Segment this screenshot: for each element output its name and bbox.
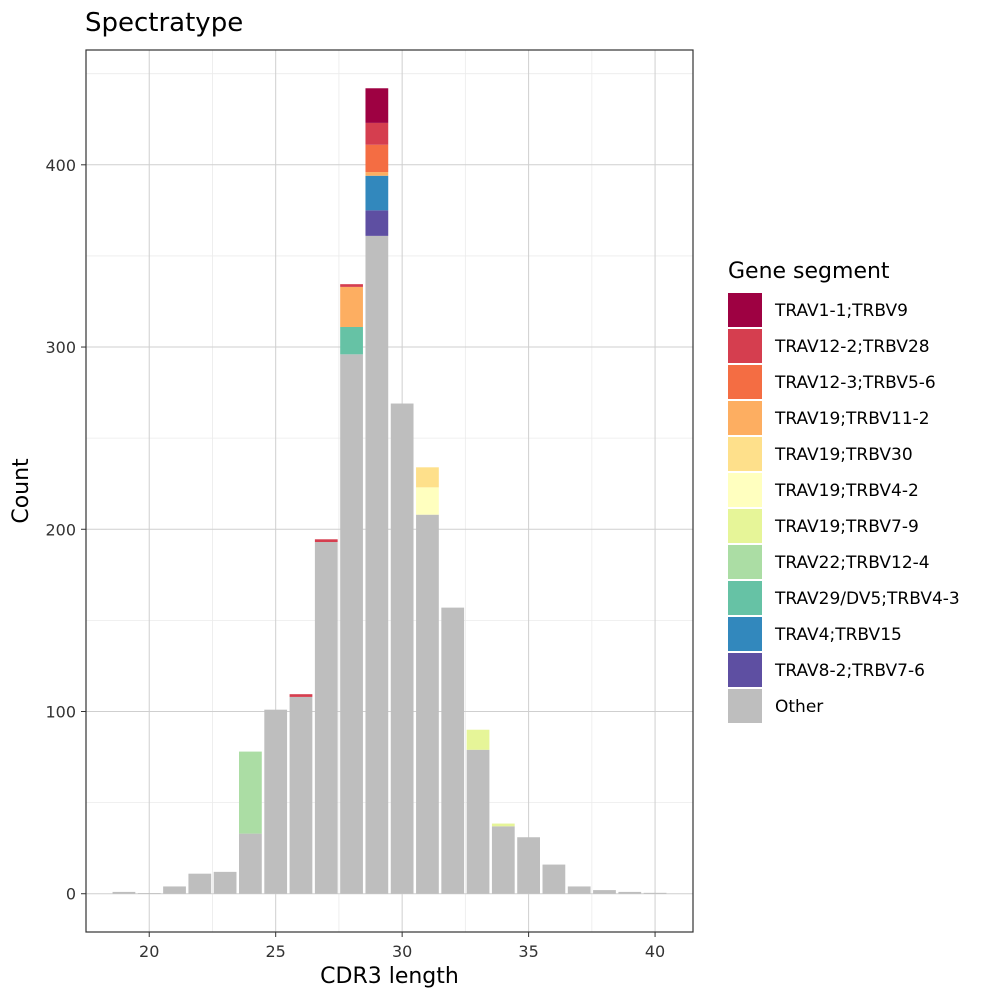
legend-key-trav8-2-trbv7-6 bbox=[728, 653, 762, 687]
x-tick-label: 40 bbox=[645, 942, 665, 961]
legend-key-other bbox=[728, 689, 762, 723]
legend-label-trav8-2-trbv7-6: TRAV8-2;TRBV7-6 bbox=[774, 661, 925, 681]
legend-key-trav19-trbv11-2 bbox=[728, 401, 762, 435]
bar-segment-29-other bbox=[365, 235, 389, 894]
bar-segment-20-other bbox=[137, 893, 161, 894]
legend-label-trav12-3-trbv5-6: TRAV12-3;TRBV5-6 bbox=[774, 373, 936, 393]
x-tick-label: 20 bbox=[139, 942, 159, 961]
legend-label-trav4-trbv15: TRAV4;TRBV15 bbox=[774, 625, 902, 645]
bar-segment-28-trav29-dv5-trbv4-3 bbox=[340, 326, 363, 355]
bar-segment-28-trav12-2-trbv28 bbox=[340, 284, 363, 287]
y-tick-label: 100 bbox=[45, 703, 76, 722]
bar-segment-33-other bbox=[466, 749, 490, 894]
bar-segment-40-other bbox=[643, 892, 667, 894]
legend-label-trav19-trbv7-9: TRAV19;TRBV7-9 bbox=[774, 517, 919, 537]
bar-segment-29-trav8-2-trbv7-6 bbox=[365, 210, 389, 236]
legend-label-trav19-trbv4-2: TRAV19;TRBV4-2 bbox=[774, 481, 919, 501]
bar-segment-31-trav19-trbv4-2 bbox=[416, 487, 439, 515]
y-axis-title: Count bbox=[9, 458, 34, 524]
plot-border bbox=[85, 49, 694, 933]
legend: Gene segment TRAV1-1;TRBV9 TRAV12-2;TRBV2… bbox=[728, 259, 960, 723]
legend-key-trav12-3-trbv5-6 bbox=[728, 365, 762, 399]
legend-title: Gene segment bbox=[728, 259, 890, 284]
bar-segment-26-trav12-2-trbv28 bbox=[289, 694, 313, 697]
x-tick-label: 35 bbox=[518, 942, 538, 961]
legend-label-trav19-trbv11-2: TRAV19;TRBV11-2 bbox=[774, 409, 930, 429]
bar-segment-37-other bbox=[567, 886, 591, 894]
bar-segment-24-other bbox=[239, 833, 262, 894]
plot-panel bbox=[86, 50, 693, 932]
y-tick-label: 0 bbox=[66, 885, 76, 904]
x-axis-title: CDR3 length bbox=[320, 964, 459, 989]
bar-segment-23-other bbox=[213, 871, 237, 894]
bar-segment-28-trav19-trbv11-2 bbox=[340, 286, 363, 327]
y-tick-label: 200 bbox=[45, 520, 76, 539]
bar-segment-30-other bbox=[390, 403, 414, 894]
bar-segment-33-trav19-trbv7-9 bbox=[466, 729, 490, 750]
bar-segment-34-other bbox=[491, 826, 515, 894]
y-tick-label: 400 bbox=[45, 156, 76, 175]
x-tick-label: 25 bbox=[266, 942, 286, 961]
bar-segment-29-trav12-3-trbv5-6 bbox=[365, 144, 389, 173]
bar-segment-29-trav12-2-trbv28 bbox=[365, 122, 389, 145]
bar-segment-27-other bbox=[314, 542, 338, 894]
legend-key-trav12-2-trbv28 bbox=[728, 329, 762, 363]
bar-segment-29-trav4-trbv15 bbox=[365, 175, 389, 211]
legend-label-trav12-2-trbv28: TRAV12-2;TRBV28 bbox=[774, 337, 930, 357]
bar-segment-31-other bbox=[416, 514, 439, 894]
legend-key-trav22-trbv12-4 bbox=[728, 545, 762, 579]
y-tick-label: 300 bbox=[45, 338, 76, 357]
bar-segment-36-other bbox=[542, 864, 566, 894]
legend-label-trav22-trbv12-4: TRAV22;TRBV12-4 bbox=[774, 553, 930, 573]
legend-key-trav4-trbv15 bbox=[728, 617, 762, 651]
bar-segment-26-other bbox=[289, 696, 313, 894]
bar-segment-24-trav22-trbv12-4 bbox=[239, 751, 262, 834]
legend-key-trav19-trbv30 bbox=[728, 437, 762, 471]
bar-segment-25-other bbox=[264, 709, 288, 894]
legend-key-trav29-dv5-trbv4-3 bbox=[728, 581, 762, 615]
legend-label-trav1-1-trbv9: TRAV1-1;TRBV9 bbox=[774, 301, 908, 321]
legend-key-trav1-1-trbv9 bbox=[728, 293, 762, 327]
bar-segment-27-trav12-2-trbv28 bbox=[314, 539, 338, 543]
bar-segment-31-trav19-trbv30 bbox=[416, 467, 439, 488]
bar-segment-21-other bbox=[163, 886, 186, 894]
legend-label-trav19-trbv30: TRAV19;TRBV30 bbox=[774, 445, 913, 465]
x-tick-label: 30 bbox=[392, 942, 412, 961]
grid-lines bbox=[86, 50, 693, 932]
legend-label-trav29-dv5-trbv4-3: TRAV29/DV5;TRBV4-3 bbox=[774, 589, 960, 609]
legend-key-trav19-trbv4-2 bbox=[728, 473, 762, 507]
bar-segment-32-other bbox=[441, 607, 465, 894]
legend-key-trav19-trbv7-9 bbox=[728, 509, 762, 543]
bar-segment-29-trav1-1-trbv9 bbox=[365, 88, 389, 123]
legend-label-other: Other bbox=[775, 697, 823, 717]
bar-segment-39-other bbox=[618, 891, 642, 894]
bar-segment-28-other bbox=[340, 354, 363, 894]
bar-segment-29-trav19-trbv11-2 bbox=[365, 172, 389, 176]
bar-segment-22-other bbox=[188, 873, 212, 894]
chart-title: Spectratype bbox=[85, 8, 243, 38]
bar-segment-34-trav19-trbv7-9 bbox=[491, 823, 515, 827]
bars bbox=[112, 88, 667, 894]
bar-segment-38-other bbox=[593, 890, 616, 894]
bar-segment-19-other bbox=[112, 891, 136, 894]
bar-segment-35-other bbox=[517, 837, 540, 894]
